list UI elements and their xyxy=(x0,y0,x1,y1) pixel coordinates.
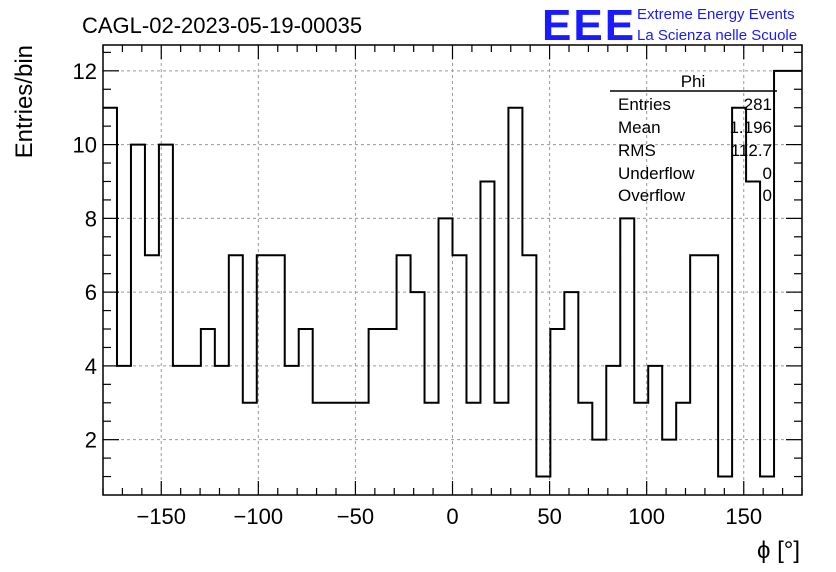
plot-frame xyxy=(102,44,803,496)
stats-label-entries: Entries xyxy=(618,95,671,114)
histogram-outline xyxy=(103,69,802,478)
x-tick-label: −100 xyxy=(234,504,284,529)
x-tick-label: 50 xyxy=(537,504,561,529)
stats-value-overflow: 0 xyxy=(763,186,772,205)
y-tick-label: 10 xyxy=(73,133,97,158)
y-tick-label: 6 xyxy=(85,280,97,305)
stats-box: Phi Entries 281 Mean 1.196 RMS 112.7 Und… xyxy=(610,72,777,205)
x-axis-title: ϕ [°] xyxy=(757,537,800,564)
logo-subtitle-line1: Extreme Energy Events xyxy=(637,6,795,23)
x-tick-label: 0 xyxy=(446,504,458,529)
y-tick-label: 12 xyxy=(73,59,97,84)
logo-subtitle-line2: La Scienza nelle Scuole xyxy=(637,27,797,44)
y-axis-title: Entries/bin xyxy=(11,45,38,158)
stats-label-mean: Mean xyxy=(618,118,661,137)
x-tick-label: 150 xyxy=(725,504,762,529)
y-tick-labels: 2 4 6 8 10 12 xyxy=(73,59,97,453)
stats-label-overflow: Overflow xyxy=(618,186,686,205)
stats-value-mean: 1.196 xyxy=(729,118,772,137)
stats-label-rms: RMS xyxy=(618,141,656,160)
y-tick-label: 8 xyxy=(85,206,97,231)
x-tick-labels: −150 −100 −50 0 50 100 150 xyxy=(136,504,762,529)
eee-logo: EEE xyxy=(542,1,636,50)
x-tick-label: 100 xyxy=(628,504,665,529)
x-tick-label: −150 xyxy=(136,504,186,529)
stats-value-underflow: 0 xyxy=(763,164,772,183)
stats-label-underflow: Underflow xyxy=(618,164,695,183)
x-tick-label: −50 xyxy=(337,504,374,529)
stats-value-entries: 281 xyxy=(744,95,772,114)
grid-lines xyxy=(103,45,802,495)
y-tick-label: 4 xyxy=(85,354,97,379)
stats-value-rms: 112.7 xyxy=(731,141,772,160)
stats-title: Phi xyxy=(681,72,706,91)
y-tick-label: 2 xyxy=(85,428,97,453)
run-title: CAGL-02-2023-05-19-00035 xyxy=(82,13,362,38)
